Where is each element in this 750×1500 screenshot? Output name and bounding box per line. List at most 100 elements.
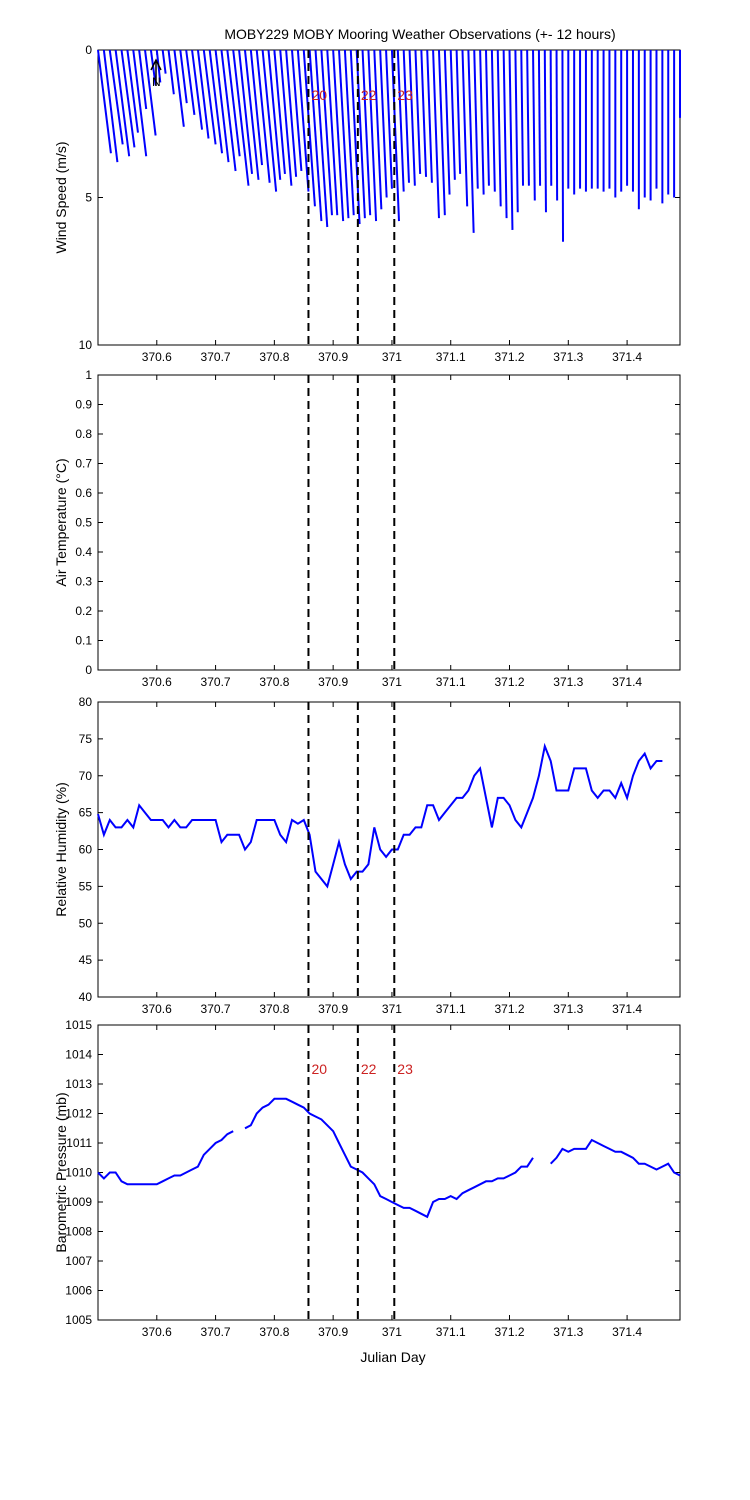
wind-stick [179, 49, 188, 104]
wind-stick [432, 49, 440, 219]
chart-panels: 370.6 370.7 370.8 370.9 371 371.1 371.2 371.3 37… [53, 43, 681, 1339]
y-tick-label: 1007 [65, 1254, 92, 1268]
x-tick-label: 370.8 [259, 675, 289, 689]
wind-stick [132, 49, 148, 157]
x-tick-label: 371.3 [553, 1002, 583, 1016]
event-label: 20 [311, 87, 327, 103]
x-tick-label: 370.7 [201, 350, 231, 364]
x-tick-label: 371.4 [612, 1002, 642, 1016]
wind-stick [520, 49, 525, 186]
y-tick-label: 1006 [65, 1284, 92, 1298]
x-tick-label: 371.2 [494, 675, 524, 689]
y-tick-label: 1011 [66, 1136, 92, 1150]
x-tick-label: 370.8 [259, 350, 289, 364]
x-axis-label: Julian Day [360, 1349, 425, 1365]
y-tick-label: 1005 [65, 1313, 92, 1327]
event-label: 22 [361, 87, 377, 103]
wind-stick [373, 49, 383, 210]
y-tick-label: 1015 [65, 1018, 92, 1032]
x-tick-label: 370.7 [201, 1325, 231, 1339]
wind-stick [496, 49, 502, 207]
y-tick-label: 1013 [65, 1077, 92, 1091]
panel-pressure: 370.6 370.7 370.8 370.9 371 371.1 371.2 371.3 37… [53, 1018, 681, 1339]
wind-stick [414, 49, 422, 174]
series-line [97, 742, 663, 889]
y-tick-label: 5 [85, 191, 92, 205]
wind-stick [449, 49, 456, 180]
y-tick-label: 55 [79, 879, 93, 893]
wind-stick [537, 49, 542, 186]
x-tick-label: 370.7 [201, 1002, 231, 1016]
x-tick-label: 371.2 [494, 1325, 524, 1339]
wind-stick [126, 49, 139, 133]
y-tick-label: 1 [85, 368, 92, 382]
wind-stick [261, 49, 278, 192]
y-tick-label: 45 [79, 953, 93, 967]
x-tick-label: 370.9 [318, 1002, 348, 1016]
wind-stick [367, 49, 378, 222]
wind-stick [455, 49, 462, 174]
wind-stick [555, 49, 559, 201]
wind-stick [273, 49, 286, 174]
event-label: 23 [397, 1061, 413, 1077]
wind-stick [173, 49, 185, 127]
wind-stick [255, 49, 271, 183]
wind-stick [214, 49, 230, 163]
wind-stick [167, 49, 175, 95]
y-axis-label: Air Temperature (°C) [53, 458, 69, 586]
y-tick-label: 0 [85, 663, 92, 677]
y-tick-label: 0 [85, 43, 92, 57]
wind-stick [326, 49, 339, 216]
y-tick-label: 0.5 [75, 516, 92, 530]
wind-stick [490, 49, 496, 192]
wind-stick [220, 49, 237, 172]
x-tick-label: 370.6 [142, 675, 172, 689]
wind-stick [549, 49, 553, 186]
wind-stick [161, 49, 167, 74]
y-tick-label: 1009 [65, 1195, 92, 1209]
wind-stick [343, 49, 355, 216]
panel-airtemp: 370.6 370.7 370.8 370.9 371 371.1 371.2 371.3 37… [53, 368, 681, 689]
series-line [244, 1097, 534, 1219]
wind-stick [338, 49, 350, 219]
x-tick-label: 370.6 [142, 1325, 172, 1339]
wind-stick [502, 49, 508, 219]
figure-title: MOBY229 MOBY Mooring Weather Observation… [224, 26, 615, 42]
x-tick-label: 371.4 [612, 1325, 642, 1339]
wind-stick [332, 49, 345, 222]
wind-stick [402, 49, 410, 183]
wind-stick [138, 49, 148, 110]
y-tick-label: 1010 [65, 1166, 92, 1180]
x-tick-label: 371.4 [612, 350, 642, 364]
wind-stick [238, 49, 254, 175]
x-tick-label: 371.4 [612, 675, 642, 689]
x-tick-label: 370.9 [318, 350, 348, 364]
y-tick-label: 0.3 [75, 575, 92, 589]
wind-stick [479, 49, 485, 195]
y-tick-label: 50 [79, 916, 93, 930]
y-tick-label: 0.8 [75, 427, 92, 441]
wind-stick [208, 49, 224, 154]
x-tick-label: 370.8 [259, 1002, 289, 1016]
x-tick-label: 371.1 [436, 1002, 466, 1016]
series-line [97, 1130, 234, 1186]
wind-stick [543, 49, 547, 213]
y-tick-label: 1008 [65, 1225, 92, 1239]
wind-stick [385, 49, 393, 189]
wind-stick [149, 49, 157, 86]
wind-stick [308, 49, 323, 222]
y-tick-label: 0.9 [75, 398, 92, 412]
x-tick-label: 370.9 [318, 675, 348, 689]
wind-stick [191, 49, 204, 130]
y-tick-label: 0.1 [75, 634, 92, 648]
y-tick-label: 65 [79, 806, 93, 820]
x-tick-label: 370.6 [142, 1002, 172, 1016]
y-tick-label: 1014 [65, 1048, 92, 1062]
y-axis-label: Wind Speed (m/s) [53, 141, 69, 253]
wind-stick [279, 49, 293, 186]
wind-stick [114, 49, 131, 157]
wind-stick [185, 49, 196, 116]
y-axis-label: Relative Humidity (%) [53, 782, 69, 917]
wind-stick [314, 49, 329, 228]
